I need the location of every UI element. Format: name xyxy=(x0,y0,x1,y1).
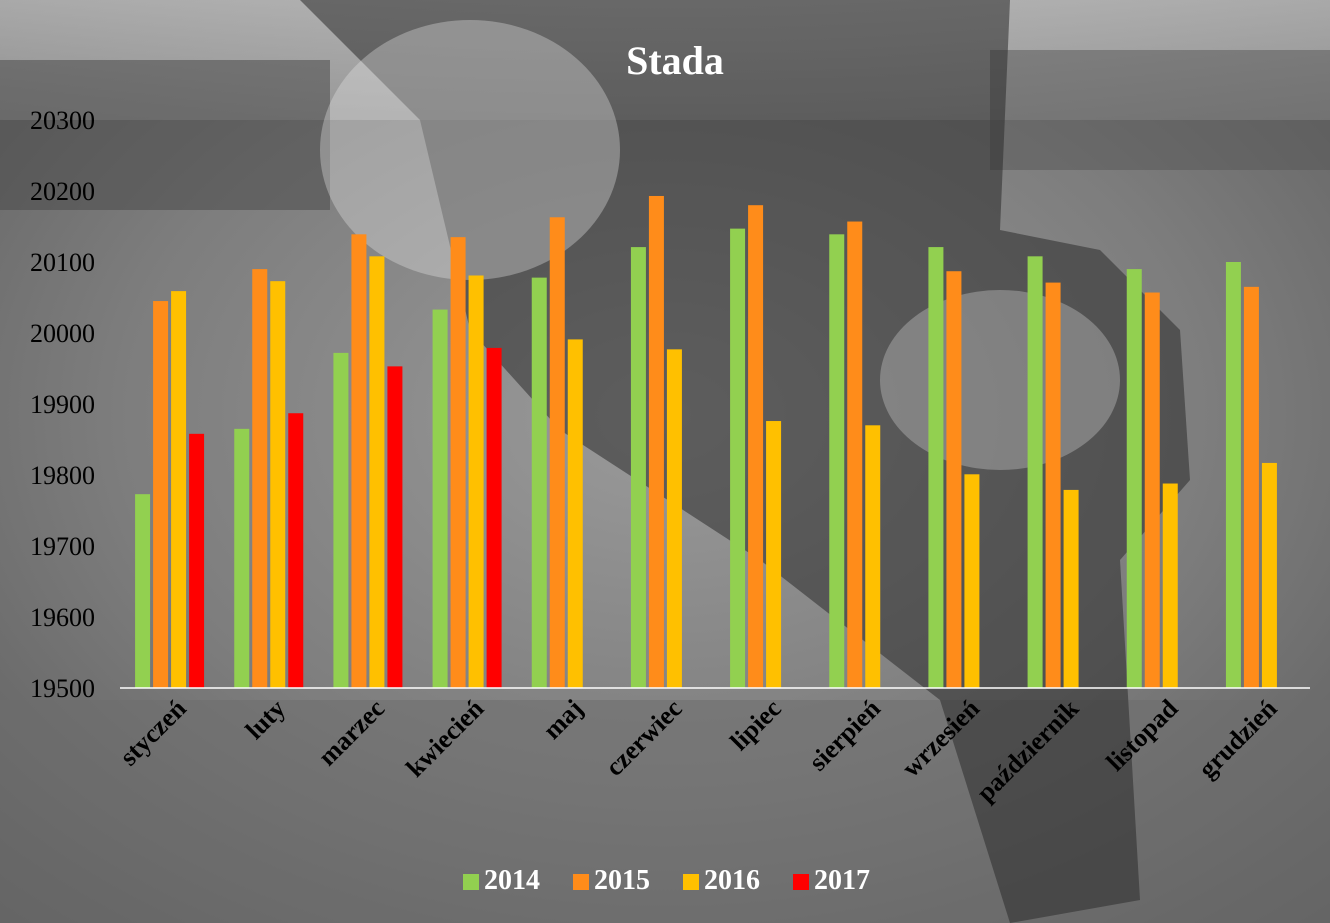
bar-2016-marzec xyxy=(369,256,385,688)
bar-2015-lipiec xyxy=(748,205,764,688)
bar-2014-grudzień xyxy=(1225,262,1241,688)
y-tick-label: 19600 xyxy=(30,603,95,632)
bars xyxy=(135,195,1277,688)
bar-2016-listopad xyxy=(1162,483,1178,688)
bar-2016-październik xyxy=(1063,489,1079,688)
bar-2015-marzec xyxy=(351,234,367,688)
bar-2015-czerwiec xyxy=(648,195,664,688)
bar-2016-grudzień xyxy=(1261,462,1277,688)
bar-2015-wrzesień xyxy=(946,271,962,688)
bar-2015-sierpień xyxy=(847,221,863,688)
legend-swatch-2017 xyxy=(793,874,809,890)
bar-2014-maj xyxy=(531,277,547,688)
bar-2017-marzec xyxy=(387,366,403,688)
bar-2014-wrzesień xyxy=(928,247,944,688)
y-tick-label: 20200 xyxy=(30,177,95,206)
bar-2015-maj xyxy=(549,217,565,688)
y-tick-label: 20300 xyxy=(30,106,95,135)
bar-2014-styczeń xyxy=(135,494,151,688)
bar-2016-sierpień xyxy=(865,425,881,688)
bar-2016-luty xyxy=(270,281,286,688)
bar-2016-maj xyxy=(567,339,583,688)
bar-2014-listopad xyxy=(1126,269,1142,688)
bar-2016-styczeń xyxy=(171,291,187,688)
legend-label-2014: 2014 xyxy=(484,865,540,896)
bar-2014-lipiec xyxy=(730,228,746,688)
bar-2014-czerwiec xyxy=(630,247,646,688)
bar-2014-październik xyxy=(1027,256,1043,688)
bar-2014-kwiecień xyxy=(432,309,448,688)
bar-2015-styczeń xyxy=(153,301,169,688)
chart-title: Stada xyxy=(626,38,724,83)
legend-label-2016: 2016 xyxy=(704,865,760,896)
bar-2014-luty xyxy=(234,428,250,688)
bar-2015-kwiecień xyxy=(450,237,466,688)
bar-2016-czerwiec xyxy=(666,349,682,688)
bar-2015-listopad xyxy=(1144,292,1160,688)
legend-swatch-2014 xyxy=(463,874,479,890)
y-tick-label: 20000 xyxy=(30,319,95,348)
bar-2017-kwiecień xyxy=(486,347,502,688)
bar-2014-marzec xyxy=(333,352,349,688)
y-axis: 19500 19600 19700 19800 19900 20000 20100 20200… xyxy=(30,106,95,703)
bar-2015-październik xyxy=(1045,282,1061,688)
bar-2014-sierpień xyxy=(829,234,845,688)
legend-label-2015: 2015 xyxy=(594,865,650,896)
bar-2017-styczeń xyxy=(189,433,205,688)
y-tick-label: 19900 xyxy=(30,390,95,419)
bar-2015-luty xyxy=(252,269,268,688)
legend-swatch-2015 xyxy=(573,874,589,890)
bar-2016-kwiecień xyxy=(468,275,484,688)
legend: 2014 2015 2016 2017 xyxy=(463,865,870,896)
bar-2015-grudzień xyxy=(1243,286,1259,688)
bar-2016-lipiec xyxy=(766,421,782,688)
y-tick-label: 20100 xyxy=(30,248,95,277)
y-tick-label: 19800 xyxy=(30,461,95,490)
bar-2017-luty xyxy=(288,413,304,688)
legend-swatch-2016 xyxy=(683,874,699,890)
bar-2016-wrzesień xyxy=(964,474,980,688)
y-tick-label: 19700 xyxy=(30,532,95,561)
legend-label-2017: 2017 xyxy=(814,865,870,896)
y-tick-label: 19500 xyxy=(30,674,95,703)
